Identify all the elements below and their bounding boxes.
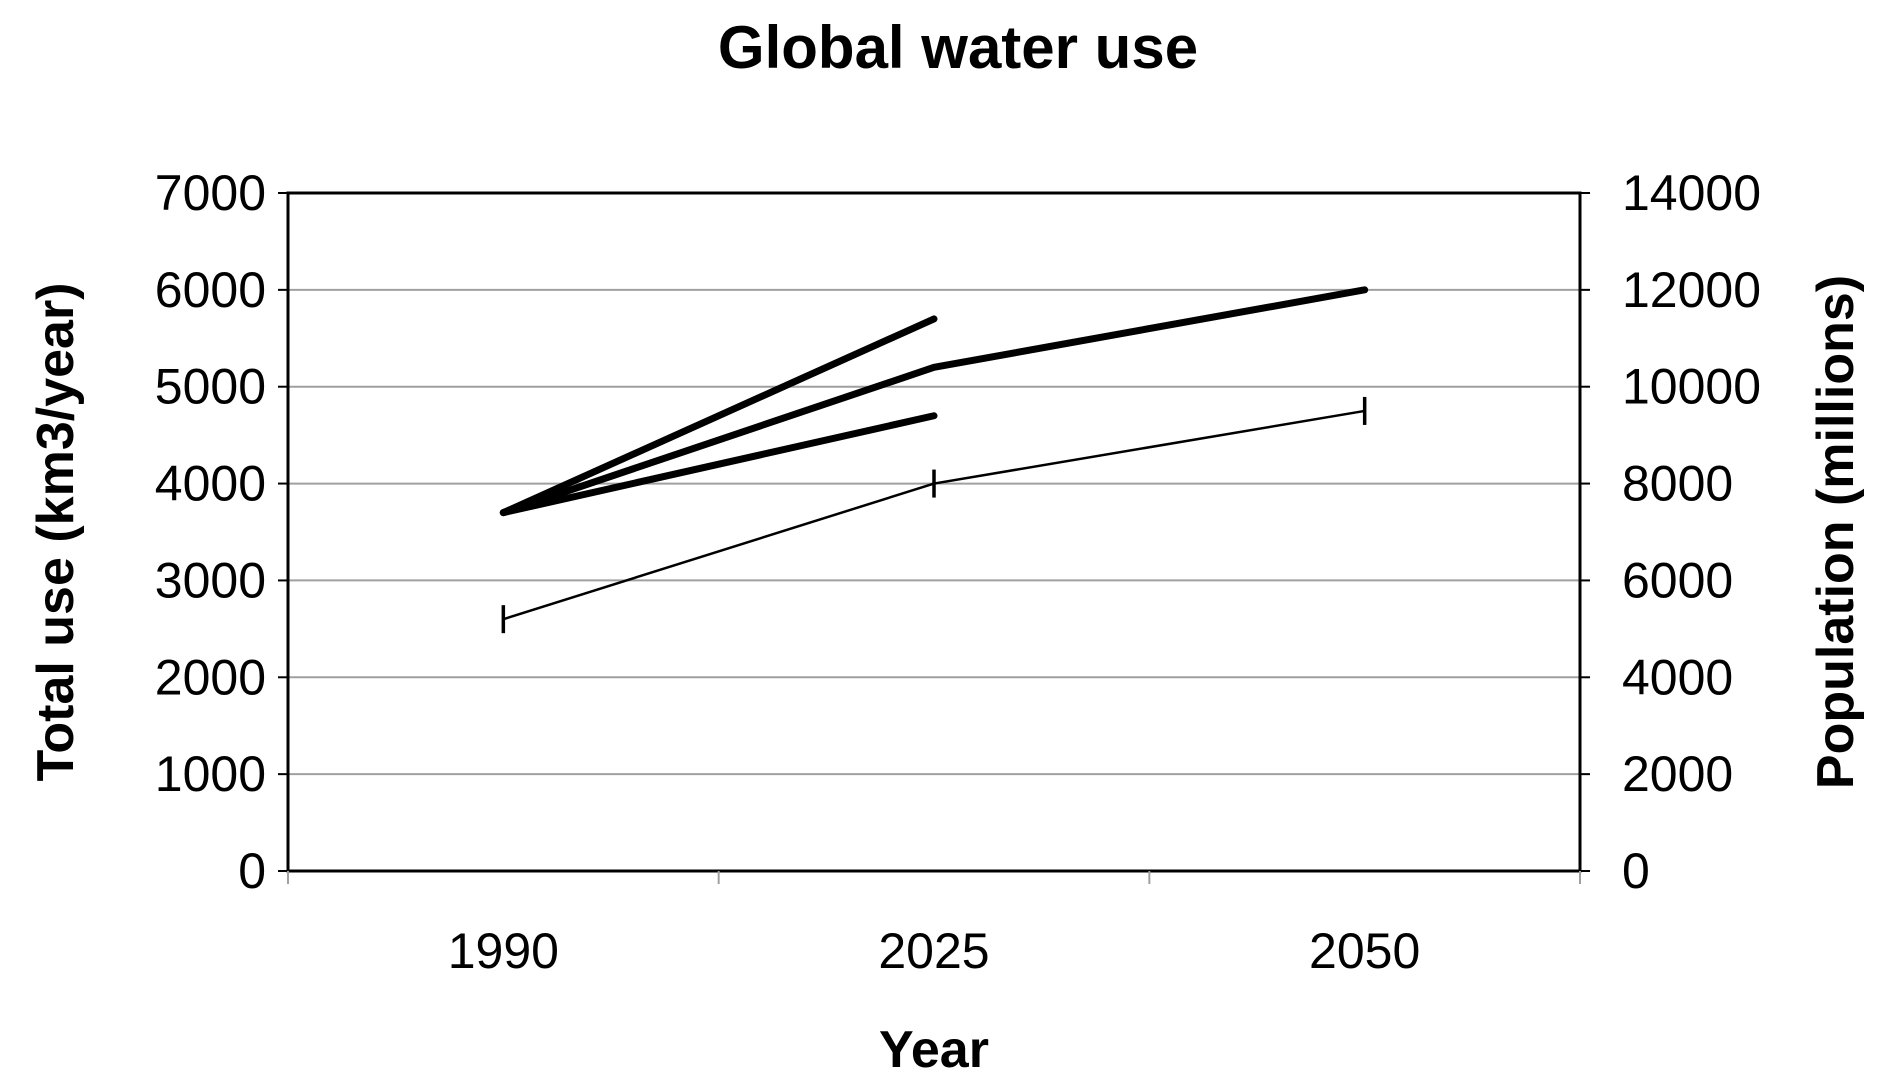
y-tick-label-6000: 6000 [155,262,266,318]
y2-tick-label-12000: 12000 [1622,262,1761,318]
chart-title: Global water use [718,14,1198,81]
y2-tick-label-10000: 10000 [1622,359,1761,415]
y2-tick-label-0: 0 [1622,843,1650,899]
x-tick-label-1990: 1990 [448,923,559,979]
y2-tick-label-4000: 4000 [1622,649,1733,705]
x-tick-label-2025: 2025 [878,923,989,979]
series-line-2 [499,412,938,517]
x-axis-title: Year [879,1021,989,1079]
y-tick-label-7000: 7000 [155,165,266,221]
y-tick-label-1000: 1000 [155,746,266,802]
y2-tick-label-8000: 8000 [1622,456,1733,512]
series-group [499,286,1369,634]
plot-frame [286,191,1582,873]
y-tick-label-4000: 4000 [155,456,266,512]
y-tick-label-5000: 5000 [155,359,266,415]
series-line-0 [499,315,938,517]
y2-tick-label-14000: 14000 [1622,165,1761,221]
y2-axis-title: Population (millions) [1807,275,1865,789]
tick-labels: 0 1000 2000 3000 4000 5000 6000 7000 0 2000 4000 60… [155,165,1761,979]
y-tick-label-3000: 3000 [155,552,266,608]
gridlines [288,288,1580,776]
y2-tick-label-6000: 6000 [1622,552,1733,608]
y-axis-title: Total use (km3/year) [27,282,85,781]
series-line-1 [499,286,1369,517]
plot-area-frame [286,191,1582,873]
y2-tick-label-2000: 2000 [1622,746,1733,802]
y-tick-label-0: 0 [238,843,266,899]
x-tick-label-2050: 2050 [1309,923,1420,979]
series-line-3 [502,409,1366,621]
y-tick-label-2000: 2000 [155,649,266,705]
